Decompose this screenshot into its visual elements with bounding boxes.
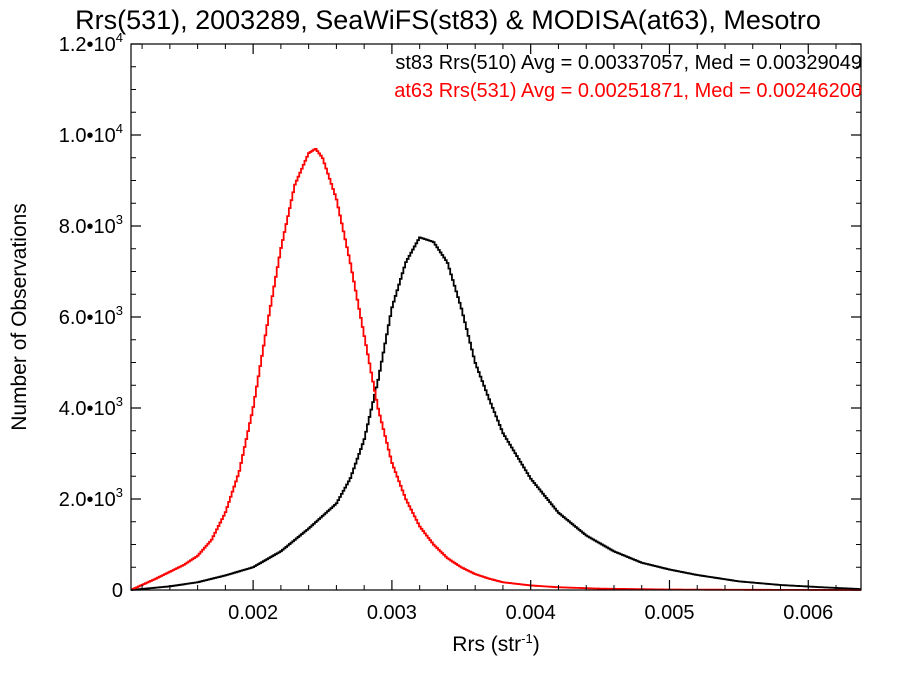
x-tick-label: 0.004 <box>506 602 556 624</box>
y-tick-label-main: 4.0•10 <box>59 398 116 420</box>
legend-entry-at63: at63 Rrs(531) Avg = 0.00251871, Med = 0.… <box>394 80 862 102</box>
y-tick-label: 4.0•103 <box>59 394 123 420</box>
x-axis-label-close: ) <box>533 633 540 656</box>
x-tick-label: 0.005 <box>644 602 694 624</box>
plot-frame <box>130 43 862 591</box>
y-tick-label-main: 1.2•10 <box>59 34 116 56</box>
histogram-series-st83 <box>131 236 861 591</box>
series-layer <box>131 147 861 591</box>
legend-entry-st83: st83 Rrs(510) Avg = 0.00337057, Med = 0.… <box>395 52 862 74</box>
y-axis-label: Number of Observations <box>8 203 31 431</box>
y-tick-label: 2.0•103 <box>59 485 123 511</box>
x-axis-label-main: Rrs (str <box>452 633 521 656</box>
y-tick-label-main: 0 <box>112 580 123 602</box>
y-tick-label: 1.2•104 <box>59 30 123 56</box>
y-tick-label: 1.0•104 <box>59 121 123 147</box>
y-tick-label-exponent: 3 <box>116 394 123 409</box>
x-tick-label: 0.006 <box>783 602 833 624</box>
y-tick-label-exponent: 4 <box>116 121 123 136</box>
y-tick-label: 0 <box>112 580 123 602</box>
y-tick-label-main: 2.0•10 <box>59 489 116 511</box>
x-tick-label: 0.003 <box>367 602 417 624</box>
x-axis-label-superscript: -1 <box>521 631 533 646</box>
chart-title: Rrs(531), 2003289, SeaWiFS(st83) & MODIS… <box>75 5 821 35</box>
histogram-series-at63 <box>131 147 861 591</box>
y-tick-label-exponent: 3 <box>116 303 123 318</box>
y-tick-label-exponent: 3 <box>116 485 123 500</box>
x-axis-label: Rrs (str-1) <box>452 631 539 656</box>
x-tick-label: 0.002 <box>228 602 278 624</box>
y-tick-label: 6.0•103 <box>59 303 123 329</box>
ticks-layer: 0.002 0.003 0.004 0.005 0.00602.0•1034.0•103… <box>59 30 861 624</box>
y-tick-label-main: 6.0•10 <box>59 307 116 329</box>
y-tick-label: 8.0•103 <box>59 212 123 238</box>
y-tick-label-exponent: 3 <box>116 212 123 227</box>
y-tick-label-main: 1.0•10 <box>59 125 116 147</box>
y-tick-label-exponent: 4 <box>116 30 123 45</box>
y-tick-label-main: 8.0•10 <box>59 216 116 238</box>
